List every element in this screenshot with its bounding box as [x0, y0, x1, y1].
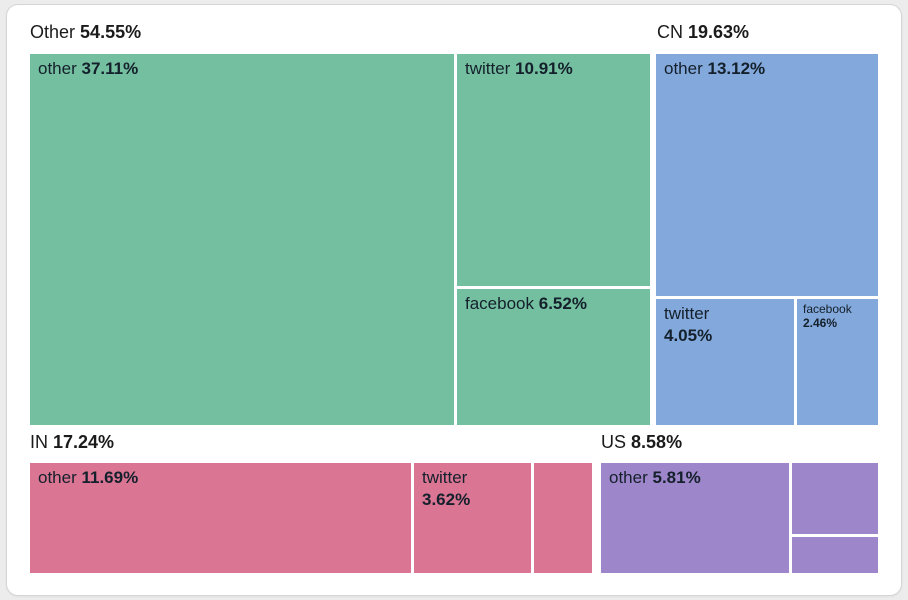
- treemap-cell-us-other[interactable]: other 5.81%: [601, 463, 789, 573]
- group-value: 17.24%: [53, 432, 115, 452]
- cell-label: other: [38, 59, 77, 78]
- cell-label: facebook: [465, 294, 534, 313]
- cell-value: 13.12%: [707, 59, 766, 78]
- treemap-cell-cn-facebook[interactable]: facebook 2.46%: [797, 299, 878, 425]
- group-value: 54.55%: [80, 22, 142, 42]
- group-name: IN: [30, 432, 48, 452]
- group-value: 19.63%: [688, 22, 750, 42]
- cell-value: 11.69%: [81, 468, 139, 487]
- group-header-in: IN 17.24%: [30, 431, 114, 453]
- treemap-cell-other-twitter[interactable]: twitter 10.91%: [457, 54, 650, 286]
- cell-value: 10.91%: [515, 59, 573, 78]
- treemap-cell-in-unlabeled[interactable]: [534, 463, 592, 573]
- cell-value: 5.81%: [652, 468, 701, 487]
- group-header-us: US 8.58%: [601, 431, 682, 453]
- cell-value: 37.11%: [81, 59, 139, 78]
- cell-label: other: [664, 59, 703, 78]
- cell-value: 2.46%: [803, 316, 838, 331]
- cell-label: other: [609, 468, 648, 487]
- treemap-cell-other-other[interactable]: other 37.11%: [30, 54, 454, 425]
- treemap-cell-in-other[interactable]: other 11.69%: [30, 463, 411, 573]
- cell-label: other: [38, 468, 77, 487]
- group-header-other: Other 54.55%: [30, 21, 141, 43]
- cell-label: twitter: [465, 59, 511, 78]
- cell-value: 4.05%: [664, 326, 713, 346]
- group-name: US: [601, 432, 627, 452]
- cell-value: 6.52%: [538, 294, 587, 313]
- treemap-cell-cn-other[interactable]: other 13.12%: [656, 54, 878, 296]
- group-value: 8.58%: [631, 432, 683, 452]
- cell-label: twitter: [664, 304, 710, 323]
- cell-label: facebook: [803, 302, 852, 316]
- cell-label: twitter: [422, 468, 468, 487]
- treemap-cell-other-facebook[interactable]: facebook 6.52%: [457, 289, 650, 425]
- group-name: Other: [30, 22, 76, 42]
- group-name: CN: [657, 22, 683, 42]
- treemap-cell-us-unlabeled-top[interactable]: [792, 463, 878, 534]
- group-header-cn: CN 19.63%: [657, 21, 749, 43]
- treemap-cell-cn-twitter[interactable]: twitter 4.05%: [656, 299, 794, 425]
- treemap-cell-in-twitter[interactable]: twitter 3.62%: [414, 463, 531, 573]
- treemap-cell-us-unlabeled-bottom[interactable]: [792, 537, 878, 573]
- cell-value: 3.62%: [422, 490, 471, 510]
